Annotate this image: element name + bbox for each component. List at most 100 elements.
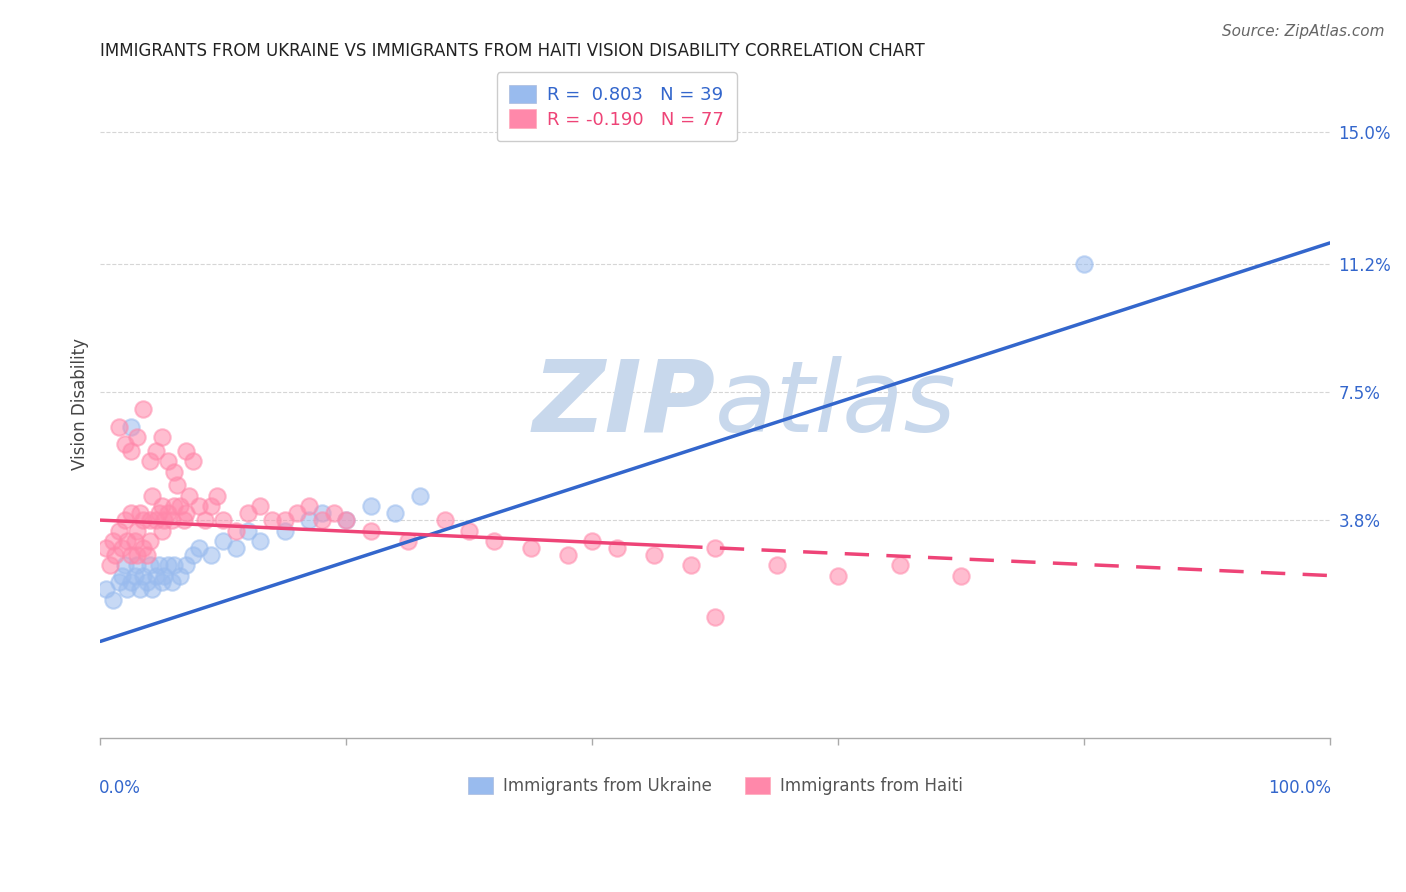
Point xyxy=(181,454,204,468)
Point xyxy=(107,575,129,590)
Point xyxy=(274,524,297,538)
Point xyxy=(163,465,186,479)
Point xyxy=(120,419,142,434)
Point xyxy=(153,568,176,582)
Point xyxy=(323,506,346,520)
Point xyxy=(132,541,155,555)
Point xyxy=(120,575,142,590)
Point xyxy=(458,524,481,538)
Point xyxy=(124,533,146,548)
Point xyxy=(128,582,150,597)
Point xyxy=(704,610,727,624)
Point xyxy=(141,582,163,597)
Point xyxy=(166,478,188,492)
Point xyxy=(181,548,204,562)
Point xyxy=(156,506,179,520)
Point xyxy=(107,419,129,434)
Point xyxy=(141,489,163,503)
Point xyxy=(557,548,579,562)
Point xyxy=(150,524,173,538)
Point xyxy=(101,533,124,548)
Point xyxy=(643,548,665,562)
Point xyxy=(950,568,973,582)
Point xyxy=(205,489,228,503)
Point xyxy=(176,506,198,520)
Point xyxy=(311,513,333,527)
Point xyxy=(606,541,628,555)
Point xyxy=(127,558,149,573)
Point xyxy=(765,558,787,573)
Point xyxy=(169,568,191,582)
Point xyxy=(704,541,727,555)
Point xyxy=(311,506,333,520)
Point xyxy=(519,541,541,555)
Point xyxy=(335,513,357,527)
Point xyxy=(156,454,179,468)
Point xyxy=(150,430,173,444)
Point xyxy=(212,533,235,548)
Point xyxy=(249,533,271,548)
Point xyxy=(1073,257,1095,271)
Point xyxy=(117,533,139,548)
Point xyxy=(298,500,321,514)
Point xyxy=(127,524,149,538)
Point xyxy=(384,506,406,520)
Text: Source: ZipAtlas.com: Source: ZipAtlas.com xyxy=(1222,24,1385,39)
Point xyxy=(163,500,186,514)
Point xyxy=(127,430,149,444)
Point xyxy=(298,513,321,527)
Point xyxy=(107,524,129,538)
Point xyxy=(145,568,167,582)
Point xyxy=(128,506,150,520)
Point xyxy=(360,524,382,538)
Point xyxy=(138,513,160,527)
Point xyxy=(200,548,222,562)
Point xyxy=(104,548,127,562)
Point xyxy=(96,541,118,555)
Point xyxy=(120,548,142,562)
Point xyxy=(581,533,603,548)
Point xyxy=(274,513,297,527)
Legend: Immigrants from Ukraine, Immigrants from Haiti: Immigrants from Ukraine, Immigrants from… xyxy=(460,769,972,804)
Point xyxy=(145,443,167,458)
Point xyxy=(225,524,247,538)
Point xyxy=(177,489,200,503)
Point xyxy=(120,443,142,458)
Point xyxy=(127,548,149,562)
Point xyxy=(163,558,186,573)
Point xyxy=(225,541,247,555)
Text: atlas: atlas xyxy=(716,356,956,452)
Point xyxy=(124,568,146,582)
Point xyxy=(148,558,170,573)
Point xyxy=(827,568,849,582)
Point xyxy=(117,582,139,597)
Point xyxy=(285,506,308,520)
Point xyxy=(236,506,259,520)
Point xyxy=(160,513,183,527)
Point xyxy=(176,558,198,573)
Point xyxy=(120,506,142,520)
Point xyxy=(335,513,357,527)
Point xyxy=(212,513,235,527)
Point xyxy=(111,568,134,582)
Point xyxy=(176,443,198,458)
Point xyxy=(136,575,159,590)
Text: IMMIGRANTS FROM UKRAINE VS IMMIGRANTS FROM HAITI VISION DISABILITY CORRELATION C: IMMIGRANTS FROM UKRAINE VS IMMIGRANTS FR… xyxy=(100,42,925,60)
Point xyxy=(889,558,911,573)
Point xyxy=(136,548,159,562)
Point xyxy=(111,541,134,555)
Point xyxy=(145,513,167,527)
Point xyxy=(187,541,209,555)
Point xyxy=(150,575,173,590)
Point xyxy=(132,568,155,582)
Point xyxy=(160,575,183,590)
Point xyxy=(138,533,160,548)
Point xyxy=(98,558,121,573)
Point xyxy=(194,513,217,527)
Text: 0.0%: 0.0% xyxy=(98,779,141,797)
Point xyxy=(396,533,419,548)
Point xyxy=(249,500,271,514)
Point xyxy=(409,489,432,503)
Point xyxy=(114,558,136,573)
Point xyxy=(153,513,176,527)
